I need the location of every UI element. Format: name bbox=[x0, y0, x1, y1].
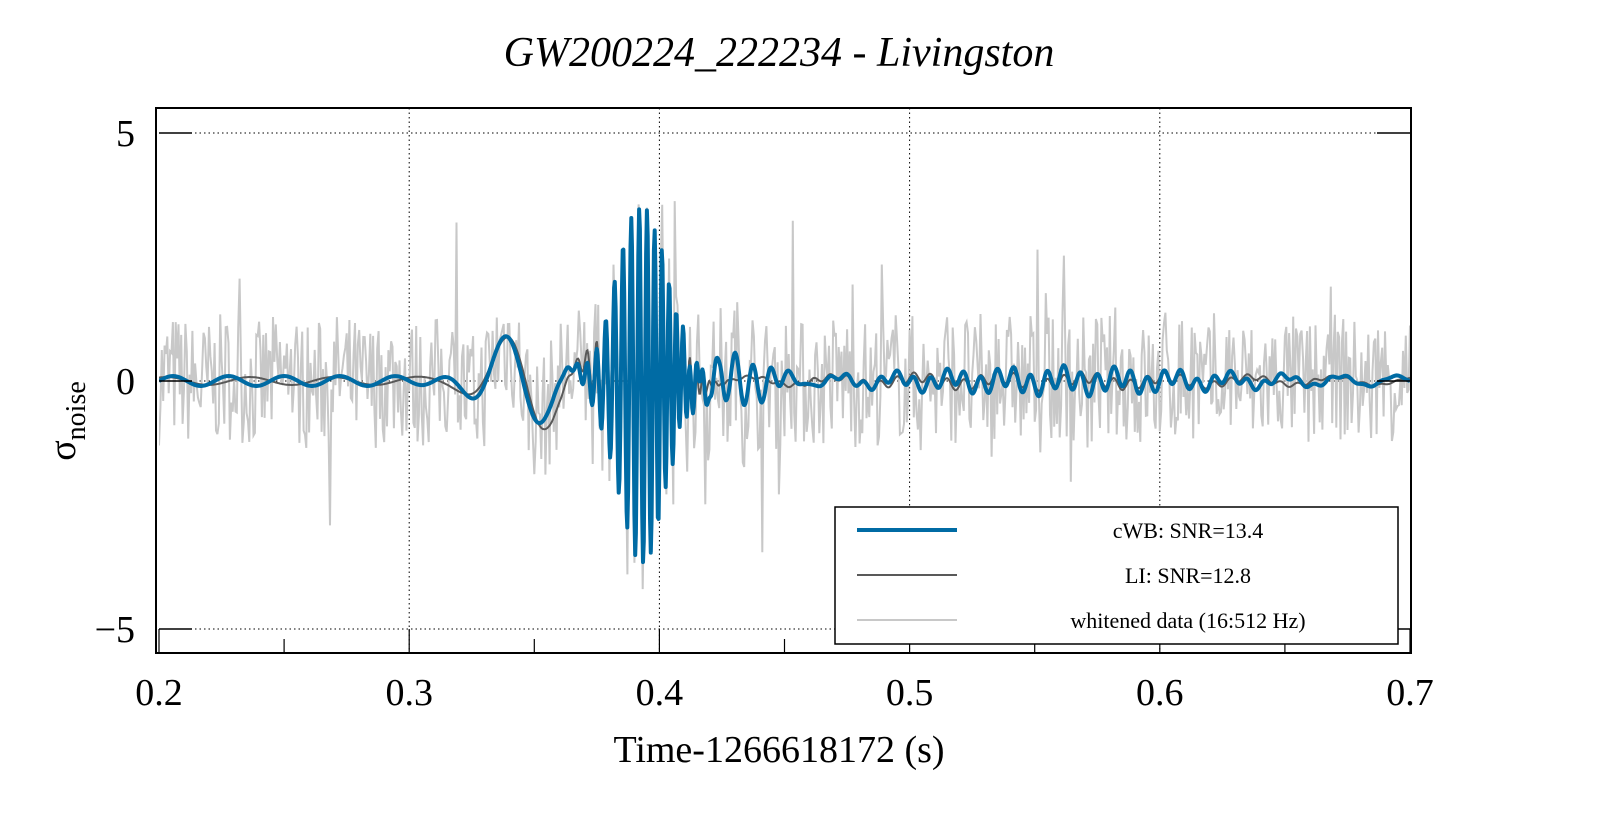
x-tick-label: 0.3 bbox=[385, 672, 433, 714]
legend: cWB: SNR=13.4 LI: SNR=12.8 whitened data (… bbox=[834, 506, 1399, 645]
svg-text:σnoise: σnoise bbox=[42, 381, 92, 461]
y-axis-label-subscript: noise bbox=[61, 381, 92, 440]
x-tick-label: 0.7 bbox=[1386, 672, 1434, 714]
legend-label: cWB: SNR=13.4 bbox=[1113, 518, 1264, 543]
plot-frame bbox=[155, 107, 1412, 654]
y-tick-label: 5 bbox=[116, 113, 135, 155]
y-axis-label: σnoise bbox=[42, 381, 92, 461]
x-tick-label: 0.6 bbox=[1136, 672, 1184, 714]
legend-label: whitened data (16:512 Hz) bbox=[1070, 608, 1305, 633]
x-tick-label: 0.2 bbox=[135, 672, 183, 714]
x-tick-labels: 0.2 0.3 0.4 0.5 0.6 0.7 bbox=[135, 672, 1434, 714]
y-tick-labels: 5 0 −5 bbox=[95, 113, 135, 651]
legend-label: LI: SNR=12.8 bbox=[1125, 563, 1251, 588]
y-tick-label: −5 bbox=[95, 609, 135, 651]
series-whitened-data-line bbox=[159, 201, 1410, 590]
x-tick-label: 0.4 bbox=[636, 672, 684, 714]
y-tick-label: 0 bbox=[116, 361, 135, 403]
chart-title: GW200224_222234 - Livingston bbox=[504, 30, 1055, 76]
y-axis-label-symbol: σ bbox=[42, 440, 84, 460]
x-axis-label: Time-1266618172 (s) bbox=[613, 729, 944, 771]
series-cwb-line bbox=[159, 207, 1410, 565]
x-tick-label: 0.5 bbox=[886, 672, 934, 714]
